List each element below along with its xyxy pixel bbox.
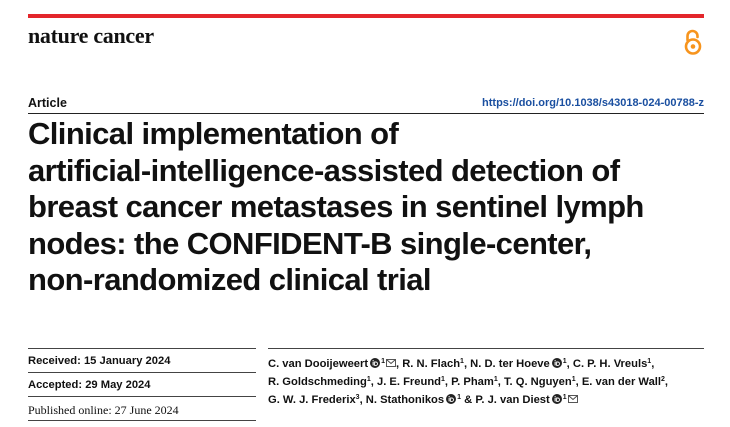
- author-4[interactable]: C. P. H. Vreuls1,: [573, 358, 654, 370]
- author-2[interactable]: R. N. Flach1,: [402, 358, 467, 370]
- author-name: P. Pham: [451, 376, 494, 388]
- author-10[interactable]: G. W. J. Frederix3,: [268, 394, 363, 406]
- title-line: artificial-intelligence-assisted detecti…: [28, 152, 620, 188]
- author-9[interactable]: E. van der Wall2,: [582, 376, 668, 388]
- mail-icon[interactable]: [567, 392, 578, 403]
- title-line: breast cancer metastases in sentinel lym…: [28, 189, 644, 224]
- affiliation-number[interactable]: 1: [647, 358, 652, 365]
- author-separator: ,: [664, 376, 669, 388]
- journal-accent-bar: [28, 14, 704, 18]
- author-separator: ,: [566, 358, 570, 370]
- author-name: C. P. H. Vreuls: [572, 358, 648, 370]
- affiliation-number[interactable]: 1: [381, 358, 385, 365]
- author-list: C. van Dooijeweert 1, R. N. Flach1, N. D.…: [268, 354, 708, 408]
- author-name: R. Goldschmeding: [268, 376, 367, 388]
- author-name: R. N. Flach: [402, 358, 461, 370]
- author-name: C. van Dooijeweert: [268, 358, 369, 370]
- orcid-icon[interactable]: [446, 393, 457, 404]
- journal-name[interactable]: nature cancer: [28, 23, 154, 48]
- author-separator: ,: [651, 358, 655, 370]
- author-separator: ,: [359, 394, 363, 406]
- open-access-lock-icon: [684, 29, 702, 55]
- author-name: N. Stathonikos: [365, 394, 445, 406]
- published-date: Published online: 27 June 2024: [28, 396, 256, 421]
- author-name: G. W. J. Frederix: [268, 394, 356, 406]
- article-type: Article: [28, 96, 67, 110]
- author-separator: ,: [396, 358, 400, 370]
- author-5[interactable]: R. Goldschmeding1,: [268, 376, 374, 388]
- orcid-icon[interactable]: [551, 393, 562, 404]
- affiliation-number[interactable]: 1: [366, 376, 371, 383]
- title-line: non-randomized clinical trial: [28, 262, 431, 297]
- title-line: Clinical implementation of: [28, 116, 399, 151]
- affiliation-number[interactable]: 1: [460, 358, 464, 365]
- affiliation-number[interactable]: 1: [441, 376, 445, 383]
- author-separator: ,: [444, 376, 449, 388]
- author-name: E. van der Wall: [581, 376, 662, 388]
- header-divider: [28, 113, 704, 114]
- doi-link[interactable]: https://doi.org/10.1038/s43018-024-00788…: [482, 97, 704, 109]
- received-date: Received: 15 January 2024: [28, 348, 256, 372]
- affiliation-number[interactable]: 3: [355, 394, 360, 401]
- author-11[interactable]: N. Stathonikos 1 &: [366, 394, 472, 406]
- affiliation-number[interactable]: 1: [493, 376, 498, 383]
- author-6[interactable]: J. E. Freund1,: [377, 376, 448, 388]
- author-8[interactable]: T. Q. Nguyen1,: [504, 376, 579, 388]
- author-separator: ,: [497, 376, 501, 388]
- author-1[interactable]: C. van Dooijeweert 1,: [268, 358, 399, 370]
- affiliation-number[interactable]: 2: [661, 376, 665, 383]
- affiliation-number[interactable]: 1: [562, 394, 567, 401]
- title-line: nodes: the CONFIDENT-B single-center,: [28, 225, 592, 261]
- authors-divider: [268, 348, 704, 349]
- affiliation-number[interactable]: 1: [457, 394, 462, 401]
- author-name: J. E. Freund: [376, 376, 441, 388]
- orcid-icon[interactable]: [551, 357, 562, 368]
- author-3[interactable]: N. D. ter Hoeve 1,: [470, 358, 570, 370]
- author-7[interactable]: P. Pham1,: [451, 376, 501, 388]
- orcid-icon[interactable]: [370, 357, 381, 368]
- author-separator: ,: [463, 358, 468, 370]
- accepted-date: Accepted: 29 May 2024: [28, 372, 256, 396]
- author-separator: ,: [575, 376, 579, 388]
- author-12[interactable]: P. J. van Diest 1: [475, 392, 578, 406]
- article-title: Clinical implementation of artificial-in…: [28, 116, 708, 299]
- author-name: T. Q. Nguyen: [503, 376, 572, 388]
- author-name: P. J. van Diest: [475, 394, 550, 406]
- author-separator: &: [461, 394, 473, 406]
- author-separator: ,: [370, 376, 374, 388]
- affiliation-number[interactable]: 1: [571, 376, 576, 383]
- mail-icon[interactable]: [386, 356, 396, 367]
- author-name: N. D. ter Hoeve: [470, 358, 550, 370]
- affiliation-number[interactable]: 1: [562, 358, 567, 365]
